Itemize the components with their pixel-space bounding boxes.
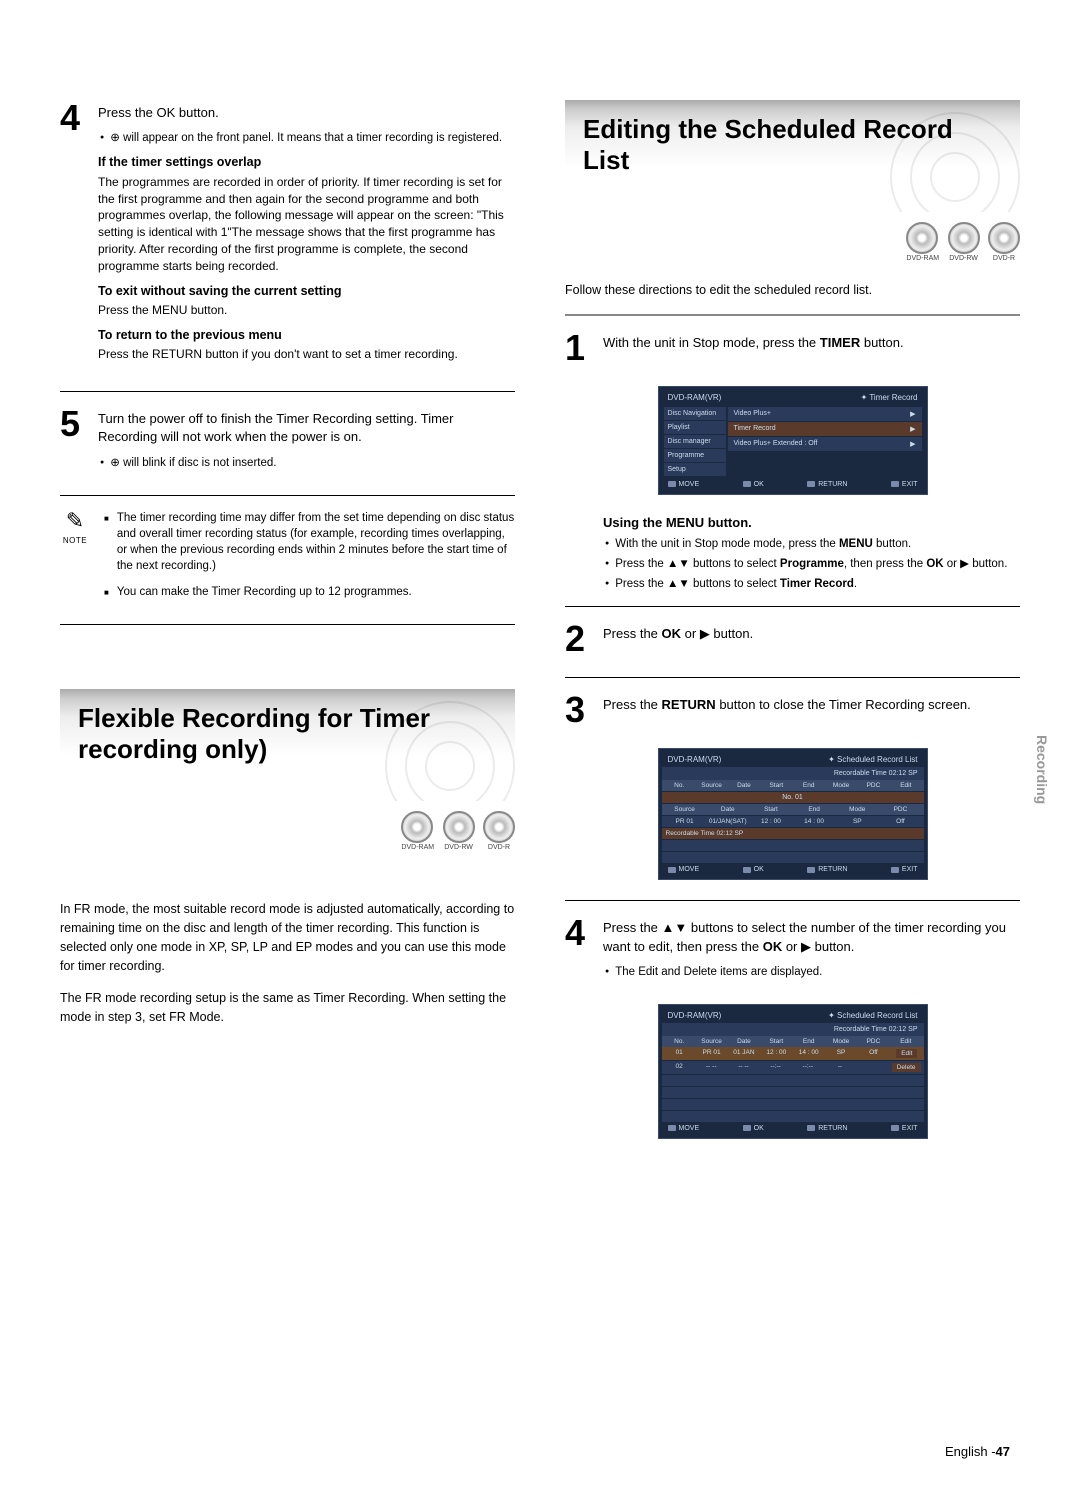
subheading: To return to the previous menu [98,327,515,345]
note-content: The timer recording time may differ from… [104,510,515,610]
note-bullet: The timer recording time may differ from… [104,510,515,574]
disc-icon: DVD-RW [948,222,980,262]
step-lead: Press the ▲▼ buttons to select the numbe… [603,919,1020,955]
menu-instructions: Using the MENU button. With the unit in … [603,515,1020,592]
step-body: Press the ▲▼ buttons to select the numbe… [603,915,1020,983]
note-bullet: You can make the Timer Recording up to 1… [104,584,515,600]
step-lead: Press the RETURN button to close the Tim… [603,696,1020,714]
note-icon: ✎ NOTE [60,510,90,610]
paragraph: The programmes are recorded in order of … [98,174,515,275]
side-tab: Recording [1034,735,1050,804]
bullet: Press the ▲▼ buttons to select Programme… [605,556,1020,572]
paragraph: In FR mode, the most suitable record mod… [60,900,515,975]
step-lead: Press the OK button. [98,104,515,122]
step-3: 3 Press the RETURN button to close the T… [565,692,1020,728]
step-body: Press the OK button. ⊕ will appear on th… [98,100,515,371]
divider [565,314,1020,316]
step-number: 1 [565,330,595,366]
divider [565,677,1020,678]
intro-paragraph: Follow these directions to edit the sche… [565,281,1020,300]
section-title: Flexible Recording for Timer recording o… [78,703,497,765]
step-lead: With the unit in Stop mode, press the TI… [603,334,1020,352]
divider [60,391,515,392]
disc-type-row: DVD-RAM DVD-RW DVD-R [60,811,515,854]
subheading: Using the MENU button. [603,515,1020,530]
divider [60,624,515,625]
step-number: 2 [565,621,595,657]
paragraph: The FR mode recording setup is the same … [60,989,515,1027]
disc-icon: DVD-RAM [401,811,434,851]
bullet: ⊕ will blink if disc is not inserted. [100,455,515,471]
bullet: The Edit and Delete items are displayed. [605,964,1020,980]
subheading: If the timer settings overlap [98,154,515,172]
section-title: Editing the Scheduled Record List [583,114,1002,176]
step-body: Press the OK or ▶ button. [603,621,1020,657]
step-number: 4 [565,915,595,983]
step-lead: Turn the power off to finish the Timer R… [98,410,515,446]
step-body: With the unit in Stop mode, press the TI… [603,330,1020,366]
step-5: 5 Turn the power off to finish the Timer… [60,406,515,474]
subheading: To exit without saving the current setti… [98,283,515,301]
bullet: ⊕ will appear on the front panel. It mea… [100,130,515,146]
osd-screenshot-scheduled-list: DVD-RAM(VR)✦ Scheduled Record List Recor… [658,748,928,880]
step-1: 1 With the unit in Stop mode, press the … [565,330,1020,366]
step-number: 5 [60,406,90,474]
step-4: 4 Press the ▲▼ buttons to select the num… [565,915,1020,983]
divider [565,900,1020,901]
left-column: 4 Press the OK button. ⊕ will appear on … [60,100,515,1159]
step-body: Turn the power off to finish the Timer R… [98,406,515,474]
step-number: 3 [565,692,595,728]
divider [60,495,515,496]
section-title-panel: Editing the Scheduled Record List [565,100,1020,212]
disc-icon: DVD-R [483,811,515,851]
divider [565,606,1020,607]
page: 4 Press the OK button. ⊕ will appear on … [0,0,1080,1199]
bullet: Press the ▲▼ buttons to select Timer Rec… [605,576,1020,592]
page-footer: English -47 [945,1444,1010,1459]
section-title-panel: Flexible Recording for Timer recording o… [60,689,515,801]
step-2: 2 Press the OK or ▶ button. [565,621,1020,657]
step-lead: Press the OK or ▶ button. [603,625,1020,643]
disc-icon: DVD-RAM [906,222,939,262]
paragraph: Press the RETURN button if you don't wan… [98,346,515,363]
osd-screenshot-edit-delete: DVD-RAM(VR)✦ Scheduled Record List Recor… [658,1004,928,1139]
note-box: ✎ NOTE The timer recording time may diff… [60,510,515,610]
paragraph: Press the MENU button. [98,302,515,319]
step-number: 4 [60,100,90,371]
bullet: With the unit in Stop mode mode, press t… [605,536,1020,552]
step-4: 4 Press the OK button. ⊕ will appear on … [60,100,515,371]
disc-type-row: DVD-RAM DVD-RW DVD-R [565,222,1020,265]
step-body: Press the RETURN button to close the Tim… [603,692,1020,728]
osd-screenshot-timer-menu: DVD-RAM(VR)✦ Timer Record Disc Navigatio… [658,386,928,495]
right-column: Editing the Scheduled Record List DVD-RA… [565,100,1020,1159]
disc-icon: DVD-R [988,222,1020,262]
disc-icon: DVD-RW [443,811,475,851]
